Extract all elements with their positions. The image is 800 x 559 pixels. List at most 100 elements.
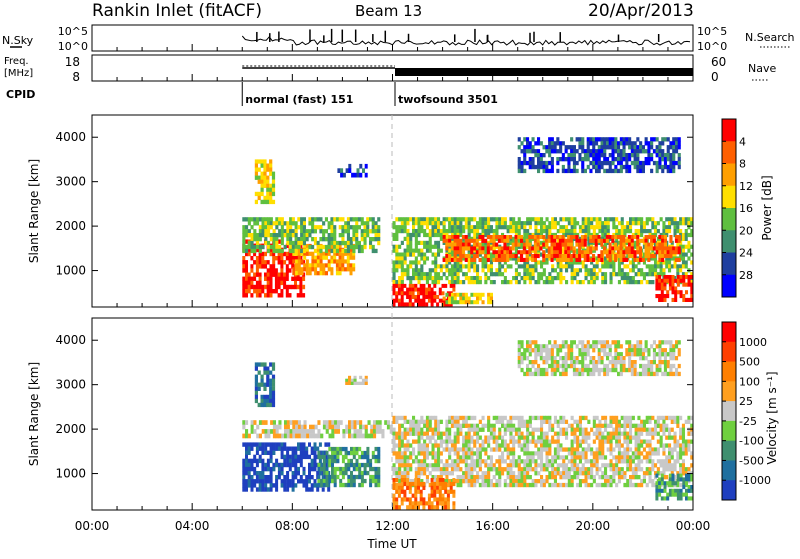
heatmap-cell (660, 416, 663, 420)
heatmap-cell (573, 272, 576, 276)
heatmap-cell (562, 463, 565, 467)
heatmap-cell (426, 451, 429, 455)
heatmap-cell (571, 268, 574, 272)
heatmap-cell (509, 440, 512, 444)
heatmap-cell (650, 157, 653, 161)
heatmap-cell (661, 246, 664, 250)
heatmap-cell (395, 451, 398, 455)
heatmap-cell (523, 443, 526, 447)
heatmap-cell (311, 221, 314, 225)
heatmap-cell (646, 272, 649, 276)
heatmap-cell (267, 293, 270, 297)
heatmap-cell (672, 141, 675, 145)
heatmap-cell (601, 221, 604, 225)
heatmap-cell (611, 239, 614, 243)
heatmap-cell (443, 471, 446, 475)
heatmap-cell (610, 264, 613, 268)
heatmap-cell (628, 250, 631, 254)
heatmap-cell (634, 165, 637, 169)
heatmap-cell (319, 471, 322, 475)
heatmap-cell (515, 463, 518, 467)
heatmap-cell (657, 440, 660, 444)
heatmap-cell (546, 440, 549, 444)
heatmap-cell (685, 260, 688, 264)
heatmap-cell (495, 447, 498, 451)
heatmap-cell (507, 443, 510, 447)
heatmap-cell (636, 145, 639, 149)
heatmap-cell (456, 235, 459, 239)
heatmap-cell (625, 258, 628, 262)
heatmap-cell (398, 428, 401, 432)
heatmap-cell (429, 237, 432, 241)
heatmap-cell (366, 463, 369, 467)
colorbar-swatch (722, 275, 736, 298)
heatmap-cell (269, 192, 272, 196)
heatmap-cell (448, 272, 451, 276)
heatmap-cell (267, 434, 270, 439)
heatmap-cell (665, 225, 668, 229)
heatmap-cell (507, 225, 510, 229)
heatmap-cell (434, 428, 437, 432)
heatmap-cell (529, 165, 532, 169)
heatmap-cell (490, 246, 493, 250)
heatmap-cell (598, 137, 601, 141)
heatmap-cell (523, 479, 526, 483)
heatmap-cell (398, 217, 401, 221)
heatmap-cell (242, 467, 245, 471)
heatmap-cell (593, 280, 596, 284)
heatmap-cell (568, 479, 571, 483)
heatmap-cell (615, 416, 618, 420)
heatmap-cell (429, 268, 432, 272)
heatmap-cell (590, 272, 593, 276)
heatmap-cell (292, 447, 295, 451)
heatmap-cell (420, 229, 423, 233)
heatmap-cell (674, 217, 677, 221)
heatmap-cell (266, 375, 269, 379)
heatmap-cell (361, 233, 364, 237)
nsky-tick-top: 10^5 (58, 25, 88, 38)
heatmap-cell (364, 245, 367, 249)
heatmap-cell (426, 436, 429, 440)
heatmap-cell (287, 420, 290, 425)
heatmap-cell (646, 443, 649, 447)
heatmap-cell (543, 447, 546, 451)
heatmap-cell (292, 221, 295, 225)
heatmap-cell (258, 180, 261, 184)
heatmap-cell (433, 299, 436, 303)
heatmap-cell (302, 285, 305, 289)
heatmap-cell (643, 276, 646, 280)
heatmap-cell (668, 221, 671, 225)
heatmap-cell (284, 420, 287, 425)
heatmap-cell (459, 268, 462, 272)
heatmap-cell (440, 237, 443, 241)
heatmap-cell (596, 455, 599, 459)
heatmap-cell (647, 153, 650, 157)
heatmap-cell (242, 289, 245, 293)
heatmap-cell (523, 451, 526, 455)
heatmap-cell (479, 235, 482, 239)
heatmap-cell (661, 254, 664, 258)
heatmap-cell (482, 416, 485, 420)
heatmap-cell (487, 293, 490, 297)
heatmap-cell (543, 145, 546, 149)
heatmap-cell (412, 302, 415, 306)
heatmap-cell (275, 442, 278, 446)
heatmap-cell (272, 379, 275, 383)
heatmap-cell (412, 288, 415, 292)
heatmap-cell (330, 217, 333, 221)
heatmap-cell (295, 267, 298, 271)
heatmap-cell (582, 440, 585, 444)
heatmap-cell (657, 264, 660, 268)
heatmap-cell (248, 221, 251, 225)
heatmap-cell (284, 434, 287, 439)
heatmap-cell (578, 153, 581, 157)
heatmap-cell (523, 225, 526, 229)
heatmap-cell (429, 424, 432, 428)
heatmap-cell (259, 233, 262, 237)
heatmap-cell (548, 475, 551, 479)
heatmap-cell (661, 279, 664, 283)
heatmap-cell (634, 145, 637, 149)
heatmap-cell (562, 239, 565, 243)
heatmap-cell (350, 447, 353, 451)
